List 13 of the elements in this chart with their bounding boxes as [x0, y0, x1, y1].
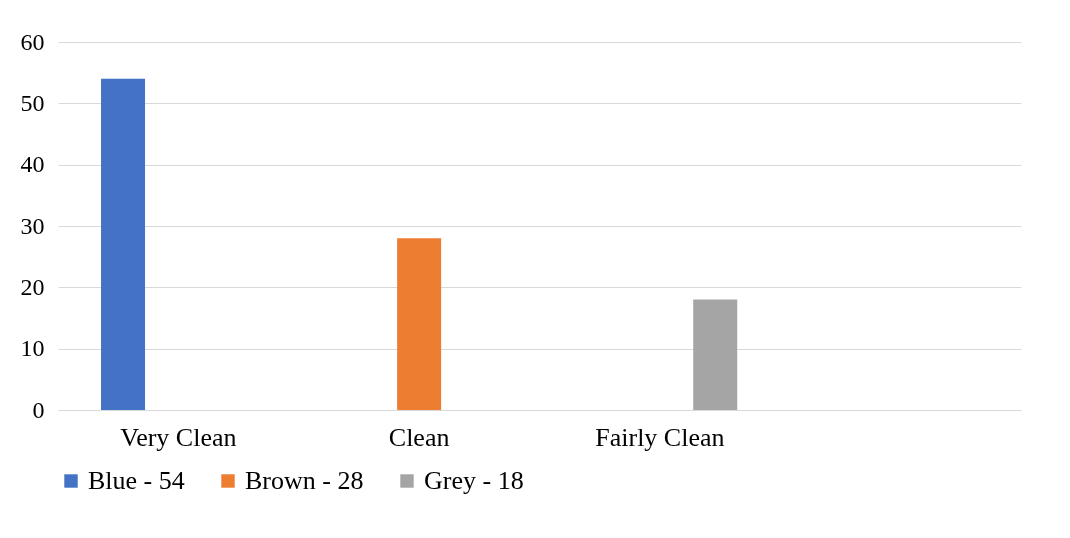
- x-tick-label: Very Clean: [120, 422, 237, 452]
- y-tick-label: 0: [32, 396, 45, 423]
- y-tick-label: 60: [20, 28, 45, 55]
- y-tick-label: 30: [20, 212, 45, 239]
- y-tick-label: 50: [20, 89, 45, 116]
- legend-label: Blue - 54: [88, 466, 185, 495]
- y-tick-label: 40: [20, 151, 45, 178]
- legend-label: Brown - 28: [245, 466, 364, 495]
- y-tick-label: 20: [20, 273, 45, 300]
- x-tick-label: Fairly Clean: [595, 422, 725, 452]
- legend-label: Grey - 18: [424, 466, 524, 495]
- x-tick-label: Clean: [388, 422, 450, 452]
- y-tick-label: 10: [20, 335, 45, 362]
